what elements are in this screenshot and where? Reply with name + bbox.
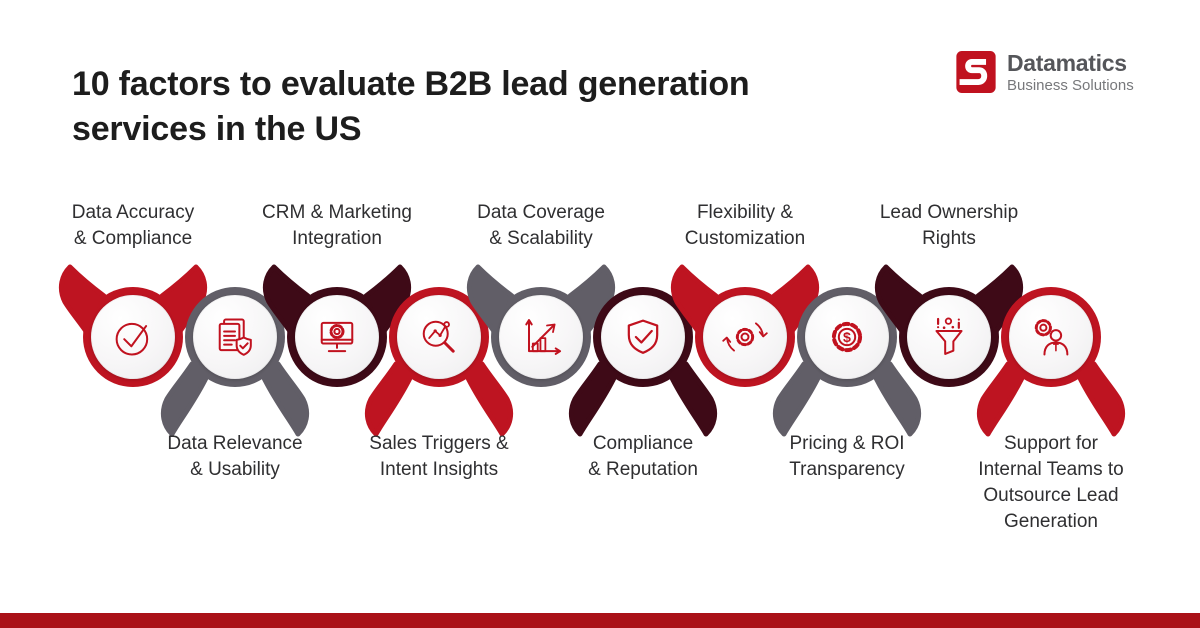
factor-label: Data Accuracy & Compliance xyxy=(71,202,195,249)
person-gear-icon xyxy=(1027,313,1075,361)
datamatics-logo-icon xyxy=(956,51,996,93)
icon-circle xyxy=(601,295,685,379)
page-title-line2: services in the US xyxy=(72,110,362,148)
gear-sync-icon xyxy=(721,313,769,361)
shield-check-icon xyxy=(619,313,667,361)
icon-circle xyxy=(1009,295,1093,379)
factor-label: CRM & Marketing Integration xyxy=(262,202,412,249)
factor-column-8: $ Pricing & ROI Transparency xyxy=(772,0,922,628)
datamatics-logo: Datamatics Business Solutions xyxy=(955,49,1134,95)
icon-circle xyxy=(397,295,481,379)
page-title: 10 factors to evaluate B2B lead generati… xyxy=(72,62,892,152)
factor-label: Flexibility & Customization xyxy=(684,202,806,249)
icon-circle xyxy=(907,295,991,379)
gear-dollar-icon: $ xyxy=(823,313,871,361)
svg-text:$: $ xyxy=(843,330,851,346)
factor-label: Pricing & ROI Transparency xyxy=(789,433,905,480)
icon-circle xyxy=(499,295,583,379)
page-title-line1: 10 factors to evaluate B2B lead generati… xyxy=(72,65,750,103)
factor-column-5: Data Coverage & Scalability xyxy=(466,0,616,628)
factor-label: Support for Internal Teams to Outsource … xyxy=(978,433,1124,532)
icon-circle xyxy=(703,295,787,379)
factor-column-3: CRM & Marketing Integration xyxy=(262,0,412,628)
icon-circle xyxy=(295,295,379,379)
lead-funnel-icon xyxy=(925,313,973,361)
logo-name: Datamatics xyxy=(1007,50,1127,76)
logo-tagline: Business Solutions xyxy=(1007,77,1134,94)
factor-column-4: Sales Triggers & Intent Insights xyxy=(364,0,514,628)
factor-label: Data Coverage & Scalability xyxy=(477,202,605,249)
document-shield-icon xyxy=(211,313,259,361)
factor-label: Lead Ownership Rights xyxy=(879,202,1019,249)
icon-circle: $ xyxy=(805,295,889,379)
monitor-gear-icon xyxy=(313,313,361,361)
search-insights-icon xyxy=(415,313,463,361)
check-circle-icon xyxy=(109,313,157,361)
icon-circle xyxy=(91,295,175,379)
factor-column-2: Data Relevance & Usability xyxy=(160,0,310,628)
factor-column-6: Compliance & Reputation xyxy=(568,0,718,628)
factor-label: Data Relevance & Usability xyxy=(167,433,303,480)
factor-column-10: Support for Internal Teams to Outsource … xyxy=(976,0,1126,628)
growth-chart-icon xyxy=(517,313,565,361)
factor-column-7: Flexibility & Customization xyxy=(670,0,820,628)
factor-label: Compliance & Reputation xyxy=(588,433,698,480)
factor-column-1: Data Accuracy & Compliance xyxy=(58,0,208,628)
footer-accent-bar xyxy=(0,613,1200,628)
factor-column-9: Lead Ownership Rights xyxy=(874,0,1024,628)
icon-circle xyxy=(193,295,277,379)
factor-label: Sales Triggers & Intent Insights xyxy=(369,433,509,480)
logo-text: Datamatics Business Solutions xyxy=(1007,49,1134,95)
